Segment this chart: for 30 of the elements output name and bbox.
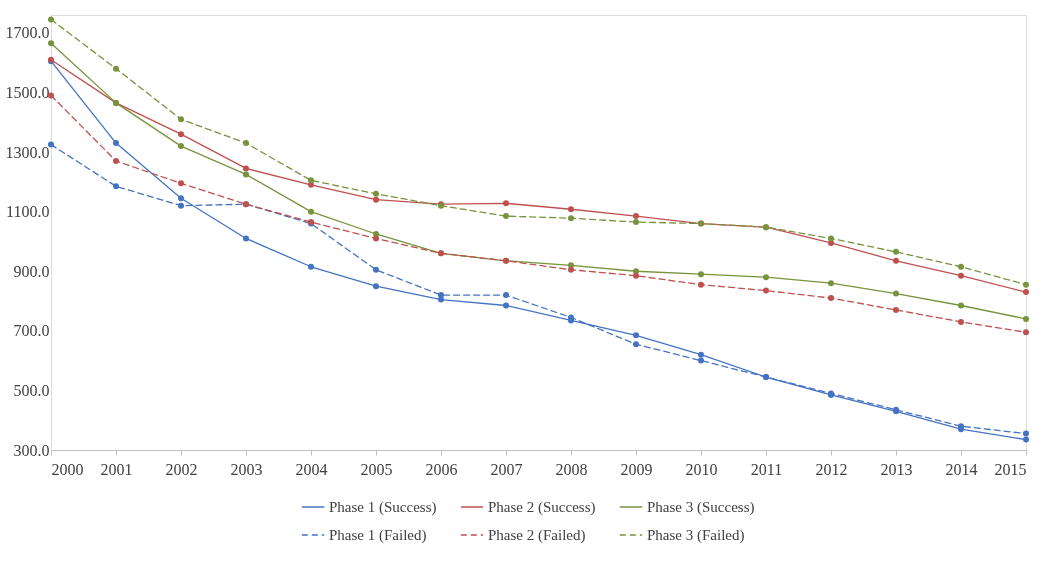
x-tick-label: 2001	[100, 460, 133, 478]
legend-label: Phase 3 (Failed)	[647, 527, 745, 544]
x-tick-label: 2002	[165, 460, 198, 478]
y-tick-label: 500.0	[13, 381, 50, 399]
legend-label: Phase 2 (Failed)	[488, 527, 586, 544]
y-tick-label: 1700.0	[5, 24, 50, 42]
x-tick-label: 2015	[994, 460, 1027, 478]
x-tick-label: 2011	[750, 460, 783, 478]
x-tick-label: 2008	[555, 460, 588, 478]
x-tick-label: 2009	[620, 460, 653, 478]
x-tick-label: 2003	[230, 460, 263, 478]
x-tick-label: 2006	[425, 460, 458, 478]
y-tick-label: 1300.0	[5, 143, 50, 161]
y-tick-label: 1100.0	[6, 203, 50, 221]
x-tick-label: 2013	[880, 460, 913, 478]
y-tick-label: 900.0	[13, 262, 50, 280]
x-tick-label: 2005	[360, 460, 393, 478]
legend-label: Phase 2 (Success)	[488, 499, 596, 516]
x-tick-label: 2007	[490, 460, 523, 478]
x-tick-label: 2012	[815, 460, 848, 478]
x-tick-label: 2004	[295, 460, 328, 478]
y-tick-label: 1500.0	[5, 83, 50, 101]
y-tick-label: 300.0	[13, 441, 50, 459]
x-tick-label: 2000	[51, 460, 84, 478]
x-tick-label: 2010	[685, 460, 718, 478]
x-tick-label: 2014	[945, 460, 978, 478]
y-tick-label: 700.0	[13, 322, 50, 340]
legend-label: Phase 1 (Success)	[329, 499, 437, 516]
legend-label: Phase 1 (Failed)	[329, 527, 427, 544]
legend-label: Phase 3 (Success)	[647, 499, 755, 516]
